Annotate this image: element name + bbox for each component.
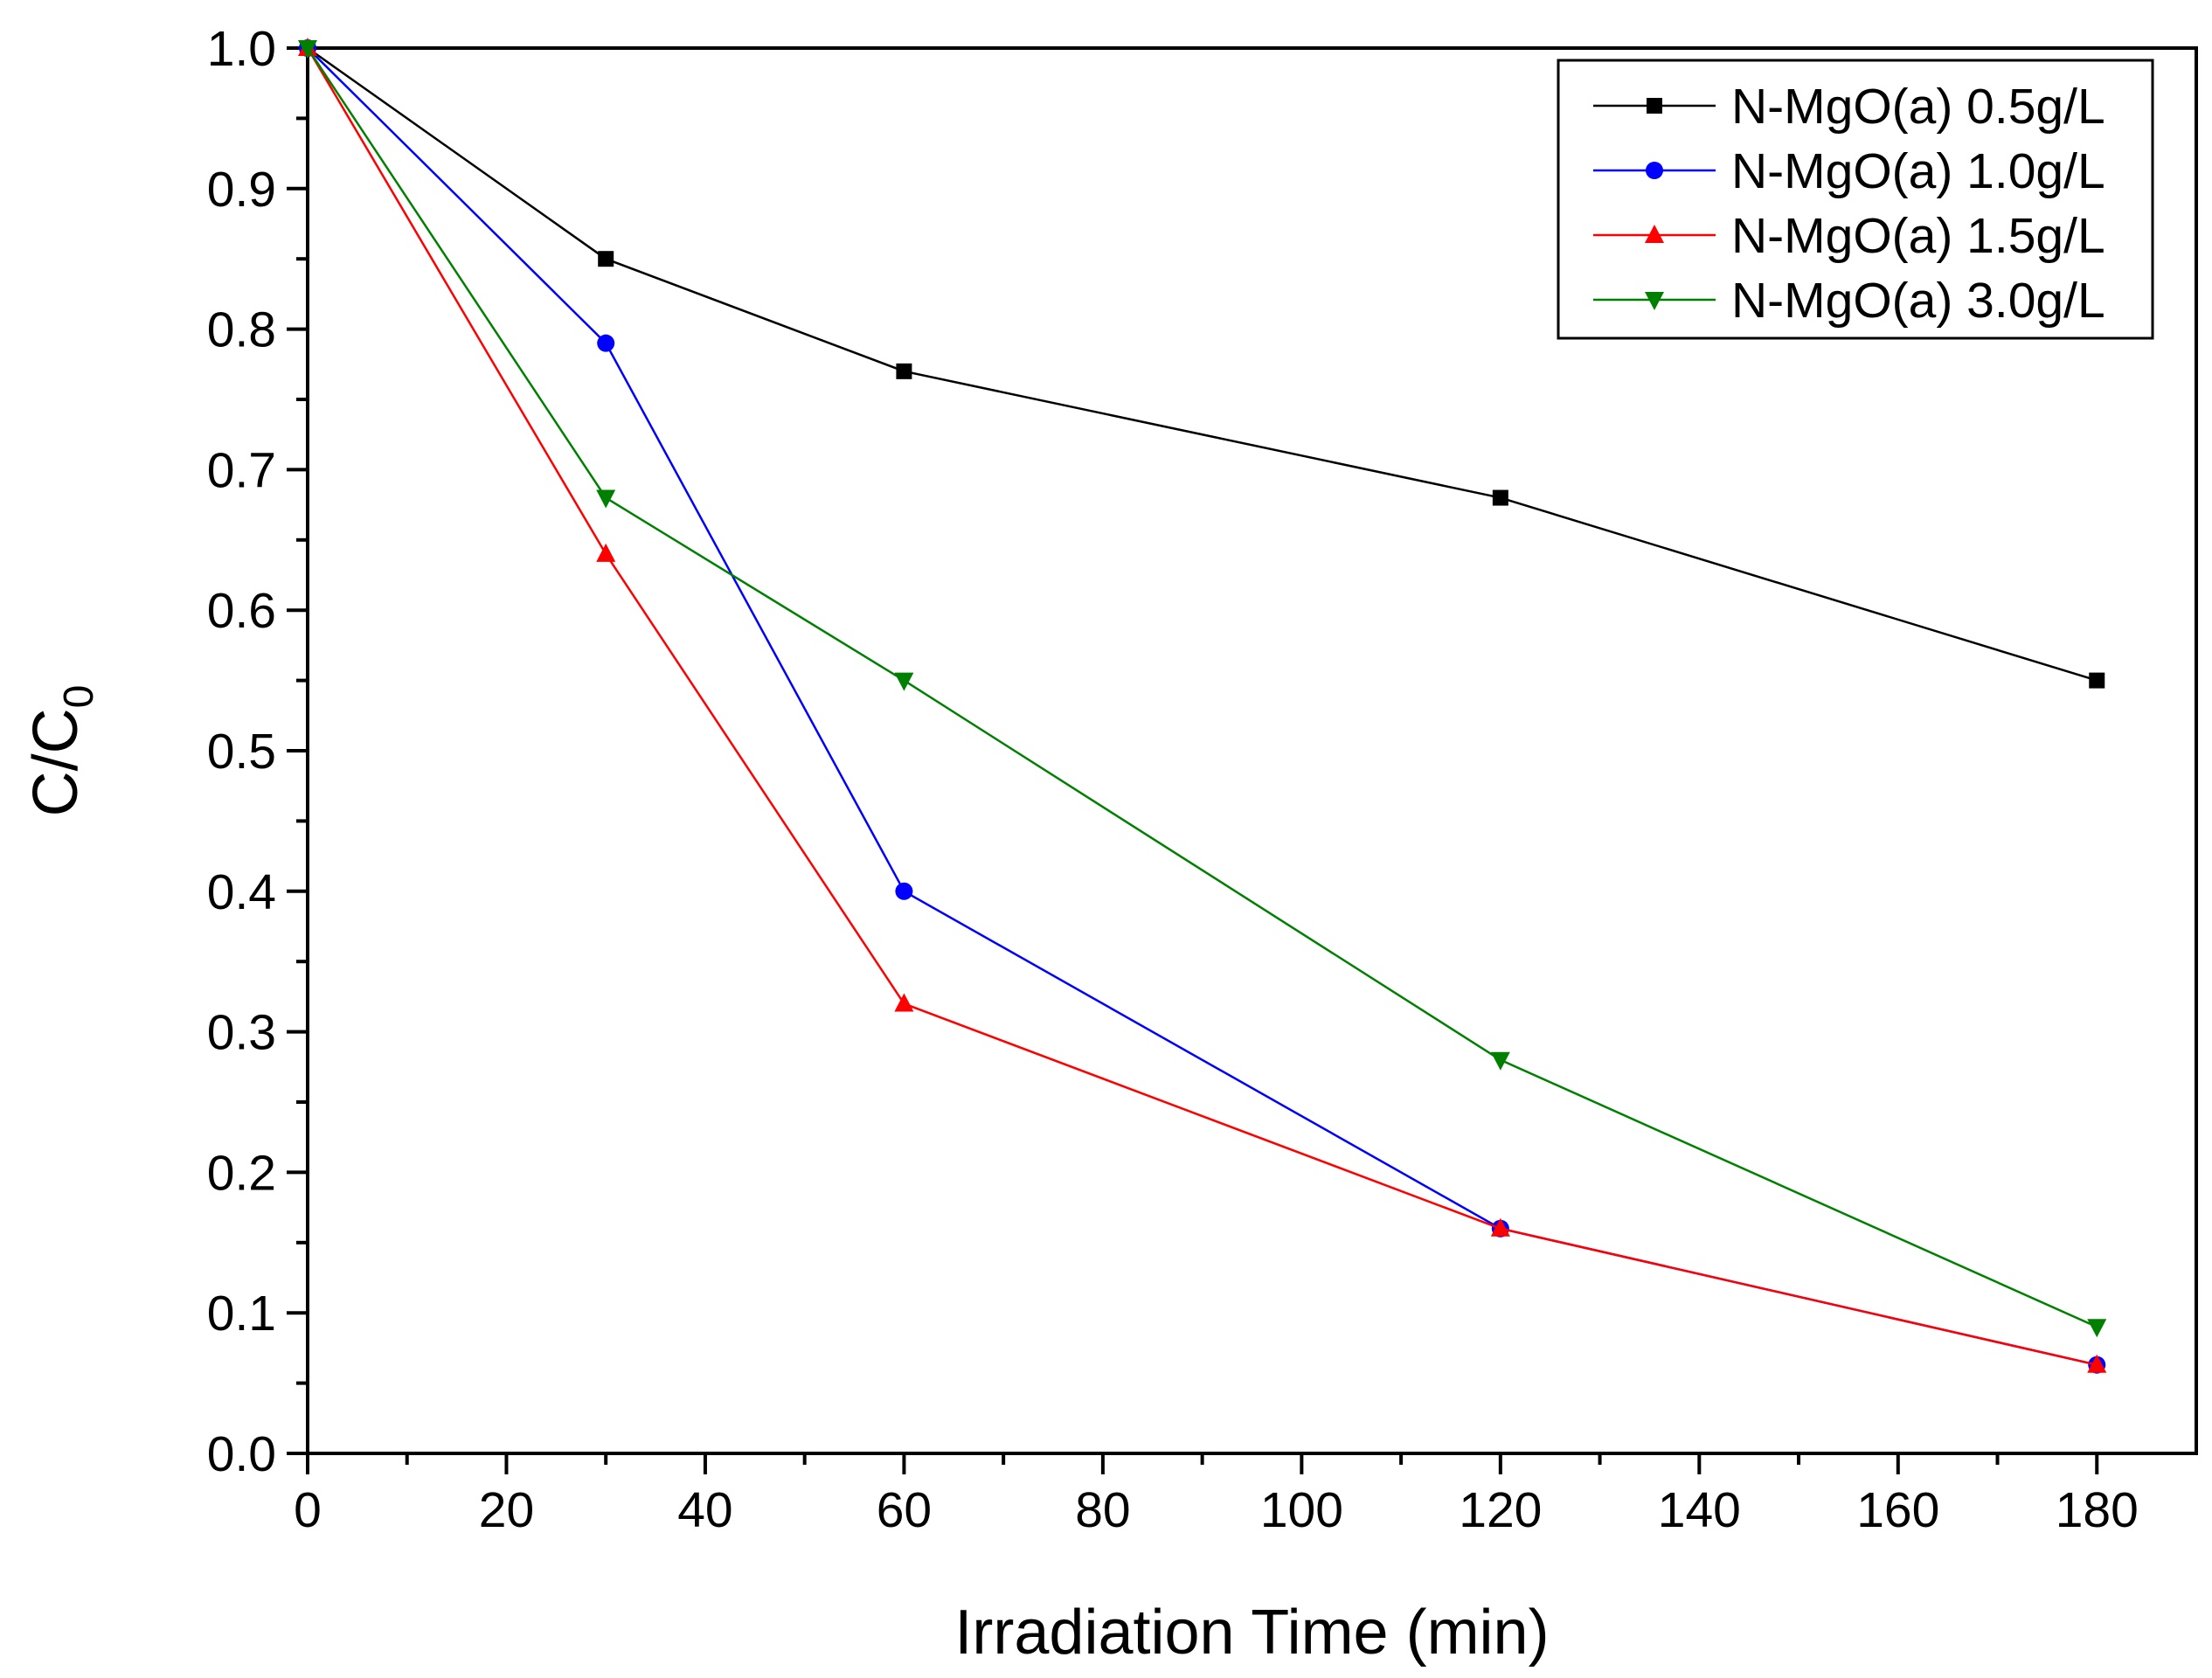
- y-tick-label: 0.1: [207, 1286, 276, 1342]
- data-point: [1492, 489, 1508, 506]
- y-tick-label: 0.6: [207, 583, 276, 639]
- legend-label: N-MgO(a) 3.0g/L: [1731, 273, 2105, 329]
- data-point: [895, 882, 913, 900]
- legend-item: N-MgO(a) 1.5g/L: [1593, 208, 2105, 264]
- y-tick-label: 0.4: [207, 864, 276, 920]
- y-tick-label: 0.5: [207, 724, 276, 780]
- y-axis-title: C/C0: [21, 685, 102, 817]
- data-point: [2087, 1319, 2107, 1338]
- data-point: [596, 489, 616, 509]
- series-layer: [298, 38, 2107, 1374]
- legend-item: N-MgO(a) 3.0g/L: [1593, 273, 2105, 329]
- y-tick-label: 0.0: [207, 1426, 276, 1482]
- x-tick-label: 20: [479, 1482, 534, 1538]
- data-point: [1490, 1217, 1510, 1237]
- legend-label: N-MgO(a) 1.0g/L: [1731, 143, 2105, 199]
- legend-marker: [1647, 98, 1662, 114]
- legend-item: N-MgO(a) 0.5g/L: [1593, 79, 2105, 135]
- legend-label: N-MgO(a) 0.5g/L: [1731, 79, 2105, 135]
- x-tick-label: 120: [1459, 1482, 1542, 1538]
- series-3: [298, 38, 2107, 1373]
- series-1: [300, 40, 2105, 689]
- x-tick-label: 180: [2056, 1482, 2139, 1538]
- data-point: [2089, 672, 2105, 689]
- data-point: [597, 334, 615, 352]
- series-4: [298, 40, 2107, 1338]
- data-point: [896, 363, 912, 379]
- data-point: [598, 251, 614, 267]
- data-point: [298, 40, 317, 59]
- y-tick-label: 1.0: [207, 21, 276, 77]
- legend-label: N-MgO(a) 1.5g/L: [1731, 208, 2105, 264]
- y-tick-label: 0.3: [207, 1005, 276, 1061]
- x-tick-label: 60: [877, 1482, 932, 1538]
- data-point: [1490, 1051, 1510, 1071]
- x-tick-label: 40: [677, 1482, 732, 1538]
- legend-item: N-MgO(a) 1.0g/L: [1593, 143, 2105, 199]
- data-point: [894, 993, 914, 1012]
- legend: N-MgO(a) 0.5g/L N-MgO(a) 1.0g/L N-MgO(a) 1…: [1557, 59, 2154, 340]
- legend-marker: [1645, 225, 1664, 243]
- data-point: [596, 543, 616, 562]
- x-tick-label: 160: [1856, 1482, 1939, 1538]
- x-tick-label: 0: [294, 1482, 322, 1538]
- y-axis-title-main: C/C: [21, 708, 91, 816]
- x-axis-title: Irradiation Time (min): [954, 1598, 1549, 1668]
- legend-marker: [1646, 162, 1663, 179]
- y-axis-title-subscript: 0: [56, 685, 102, 709]
- y-tick-label: 0.2: [207, 1145, 276, 1201]
- x-tick-label: 100: [1260, 1482, 1343, 1538]
- y-tick-label: 0.9: [207, 162, 276, 218]
- data-point: [2087, 1354, 2107, 1373]
- x-tick-label: 140: [1658, 1482, 1741, 1538]
- data-point: [894, 672, 914, 691]
- axes: 0 20 40 60 80 100 120 140 160 180 0.0 0.1 0.2 0.3 0.4 0…: [207, 21, 2198, 1538]
- y-tick-label: 0.8: [207, 302, 276, 358]
- legend-marker: [1645, 292, 1664, 310]
- y-tick-label: 0.7: [207, 442, 276, 498]
- x-tick-label: 80: [1075, 1482, 1130, 1538]
